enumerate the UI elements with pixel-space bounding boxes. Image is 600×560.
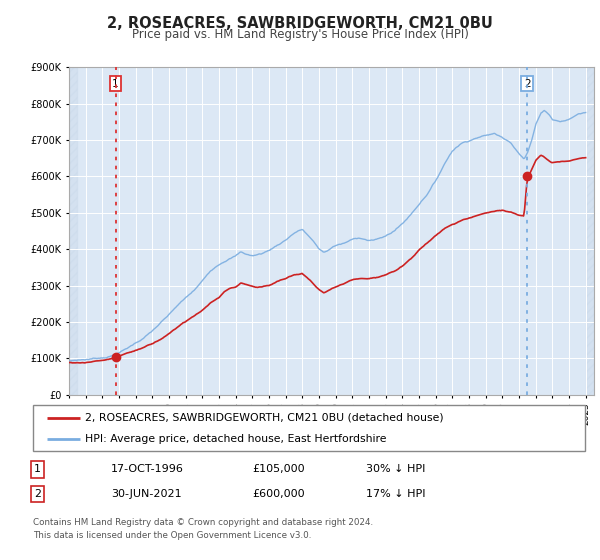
Text: 1: 1 (34, 464, 41, 474)
Text: 2: 2 (34, 489, 41, 499)
Text: HPI: Average price, detached house, East Hertfordshire: HPI: Average price, detached house, East… (85, 435, 387, 444)
Text: 30% ↓ HPI: 30% ↓ HPI (366, 464, 425, 474)
Text: 17% ↓ HPI: 17% ↓ HPI (366, 489, 425, 499)
Text: 17-OCT-1996: 17-OCT-1996 (111, 464, 184, 474)
FancyBboxPatch shape (33, 405, 585, 451)
Text: 30-JUN-2021: 30-JUN-2021 (111, 489, 182, 499)
Text: 2, ROSEACRES, SAWBRIDGEWORTH, CM21 0BU (detached house): 2, ROSEACRES, SAWBRIDGEWORTH, CM21 0BU (… (85, 413, 444, 423)
Text: £600,000: £600,000 (252, 489, 305, 499)
Text: 2, ROSEACRES, SAWBRIDGEWORTH, CM21 0BU: 2, ROSEACRES, SAWBRIDGEWORTH, CM21 0BU (107, 16, 493, 31)
Text: £105,000: £105,000 (252, 464, 305, 474)
Text: Price paid vs. HM Land Registry's House Price Index (HPI): Price paid vs. HM Land Registry's House … (131, 28, 469, 41)
Text: 1: 1 (112, 78, 119, 88)
Text: Contains HM Land Registry data © Crown copyright and database right 2024.
This d: Contains HM Land Registry data © Crown c… (33, 518, 373, 539)
Text: 2: 2 (524, 78, 530, 88)
